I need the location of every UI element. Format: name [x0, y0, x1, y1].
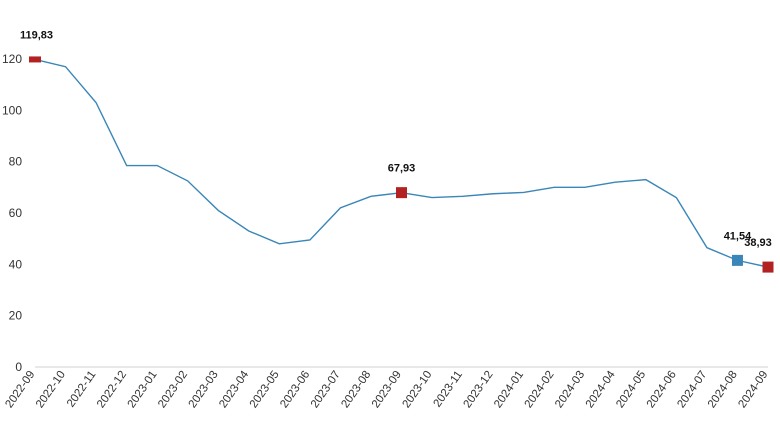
y-tick-label: 0 — [15, 360, 22, 374]
x-tick-label: 2024-03 — [553, 369, 587, 410]
y-tick-label: 60 — [9, 206, 23, 220]
x-tick-label: 2023-06 — [278, 369, 312, 410]
x-tick-label: 2024-07 — [675, 369, 709, 410]
x-tick-label: 2023-03 — [187, 369, 221, 410]
data-label: 67,93 — [388, 163, 416, 175]
x-tick-label: 2024-09 — [736, 369, 770, 410]
x-tick-label: 2023-11 — [431, 369, 465, 410]
y-axis-ticks: 0 20 40 60 80 100 120 — [2, 52, 22, 374]
x-tick-label: 2024-05 — [614, 369, 648, 410]
x-tick-label: 2022-09 — [3, 369, 37, 410]
x-tick-label: 2023-08 — [339, 369, 373, 410]
y-tick-label: 100 — [2, 103, 22, 117]
x-tick-label: 2024-01 — [492, 369, 526, 410]
x-tick-label: 2023-02 — [156, 369, 190, 410]
x-tick-label: 2022-11 — [65, 369, 99, 410]
x-tick-label: 2024-08 — [706, 369, 740, 410]
x-tick-label: 2024-04 — [584, 368, 618, 410]
data-label: 38,93 — [744, 237, 772, 249]
x-tick-label: 2023-09 — [370, 369, 404, 410]
data-label: 119,83 — [20, 29, 53, 41]
highlight-marker — [396, 187, 407, 199]
y-tick-label: 20 — [9, 309, 23, 323]
highlight-marker — [29, 56, 41, 63]
highlight-marker — [762, 261, 774, 273]
x-tick-label: 2022-10 — [34, 369, 68, 410]
y-tick-label: 80 — [9, 155, 23, 169]
data-label: 41,54 — [724, 230, 752, 242]
y-tick-label: 120 — [2, 52, 22, 66]
x-tick-label: 2022-12 — [95, 369, 129, 410]
x-tick-label: 2023-12 — [462, 369, 496, 410]
x-tick-label: 2023-05 — [248, 369, 282, 410]
highlight-markers — [29, 56, 774, 273]
x-tick-label: 2024-06 — [645, 369, 679, 410]
x-axis-ticks: 2022-092022-102022-112022-122023-012023-… — [3, 368, 770, 410]
x-tick-label: 2024-02 — [523, 369, 557, 410]
x-tick-label: 2023-10 — [400, 369, 434, 410]
y-tick-label: 40 — [9, 257, 23, 271]
x-tick-label: 2023-07 — [309, 369, 343, 410]
highlight-marker — [731, 254, 743, 266]
x-tick-label: 2023-04 — [217, 368, 251, 410]
x-tick-label: 2023-01 — [126, 369, 160, 410]
